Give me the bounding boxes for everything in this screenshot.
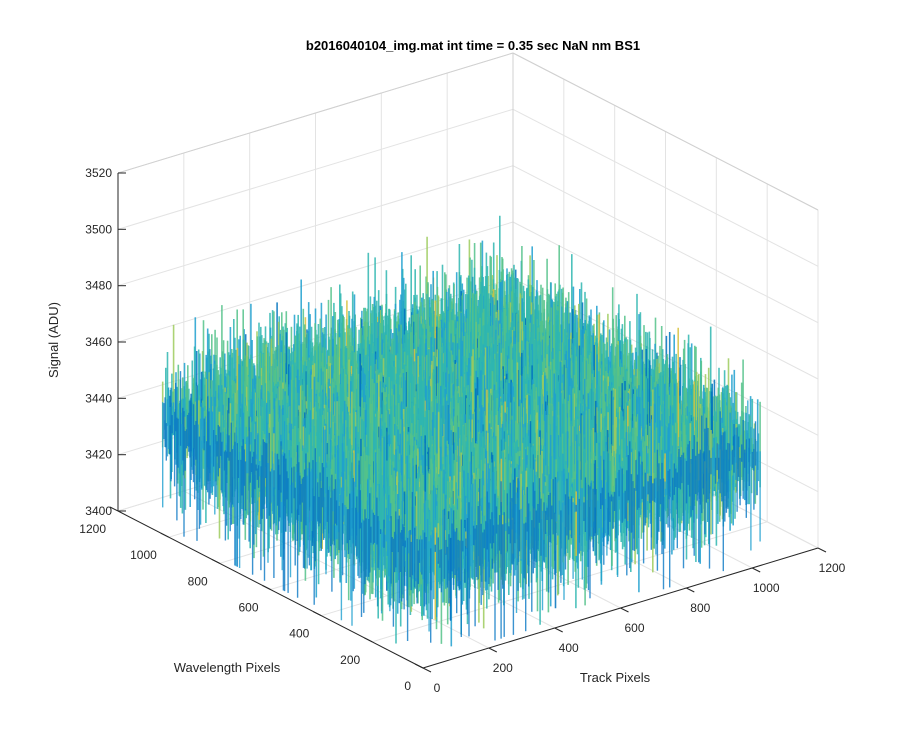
wall-grid-line [117, 108, 514, 230]
noise-surface [161, 215, 761, 647]
box-edge [512, 52, 819, 211]
wall-grid-line [512, 165, 819, 324]
wall-grid-line [512, 108, 819, 267]
box-edge [117, 52, 514, 174]
wall-grid-line [117, 221, 514, 343]
wall-grid-line [512, 221, 819, 380]
wall-grid-line [117, 165, 514, 287]
